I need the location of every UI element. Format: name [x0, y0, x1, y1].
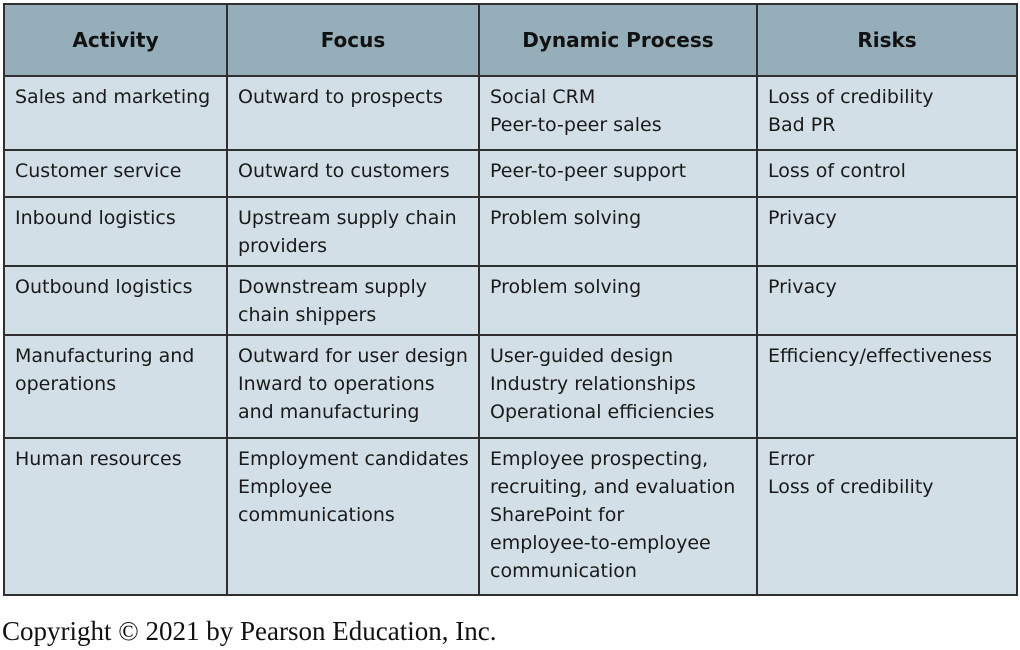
process-cell: Employee prospecting, recruiting, and eva…: [478, 437, 758, 596]
cell-text-line: Employee: [238, 476, 333, 498]
risks-cell: Loss of credibility Bad PR: [756, 75, 1018, 151]
header-dynamic-process: Dynamic Process: [478, 3, 758, 77]
focus-cell: Outward to prospects: [226, 75, 480, 151]
cell-text-line: Inbound logistics: [15, 207, 176, 229]
cell-text-line: Loss of control: [768, 160, 906, 182]
risks-cell: Loss of control: [756, 149, 1018, 198]
table-row: Customer service Outward to customers Peer…: [3, 149, 1018, 198]
cell-text-line: and manufacturing: [238, 401, 420, 423]
activity-cell: Manufacturing and operations: [3, 334, 228, 439]
table-container: Activity Focus Dynamic Process Risks Sal…: [3, 3, 1018, 596]
copyright-notice: Copyright © 2021 by Pearson Education, I…: [2, 616, 497, 646]
cell-text-line: communication: [490, 560, 637, 582]
cell-text-line: Employment candidates: [238, 448, 469, 470]
table-row: Human resources Employment candidates Empl…: [3, 437, 1018, 596]
cell-text-line: Social CRM: [490, 86, 596, 108]
cell-text-line: communications: [238, 504, 395, 526]
cell-text-line: Privacy: [768, 207, 837, 229]
cell-text-line: Manufacturing and: [15, 345, 195, 367]
cell-text-line: Problem solving: [490, 207, 642, 229]
social-media-activities-table: Activity Focus Dynamic Process Risks Sal…: [3, 3, 1018, 596]
cell-text-line: Employee prospecting,: [490, 448, 709, 470]
table-row: Inbound logistics Upstream supply chain pr…: [3, 196, 1018, 267]
process-cell: Peer-to-peer support: [478, 149, 758, 198]
risks-cell: Privacy: [756, 265, 1018, 336]
cell-text-line: Outward to customers: [238, 160, 450, 182]
cell-text-line: employee-to-employee: [490, 532, 711, 554]
focus-cell: Employment candidates Employee communicati…: [226, 437, 480, 596]
process-cell: Social CRM Peer-to-peer sales: [478, 75, 758, 151]
cell-text-line: chain shippers: [238, 304, 377, 326]
header-row: Activity Focus Dynamic Process Risks: [3, 3, 1018, 77]
risks-cell: Efficiency/effectiveness: [756, 334, 1018, 439]
header-focus: Focus: [226, 3, 480, 77]
focus-cell: Upstream supply chain providers: [226, 196, 480, 267]
cell-text-line: Human resources: [15, 448, 182, 470]
cell-text-line: Operational efficiencies: [490, 401, 715, 423]
cell-text-line: Industry relationships: [490, 373, 696, 395]
risks-cell: Error Loss of credibility: [756, 437, 1018, 596]
cell-text-line: Inward to operations: [238, 373, 435, 395]
process-cell: Problem solving: [478, 196, 758, 267]
cell-text-line: providers: [238, 235, 328, 257]
cell-text-line: recruiting, and evaluation: [490, 476, 736, 498]
cell-text-line: Outward to prospects: [238, 86, 443, 108]
activity-cell: Outbound logistics: [3, 265, 228, 336]
header-risks: Risks: [756, 3, 1018, 77]
activity-cell: Inbound logistics: [3, 196, 228, 267]
cell-text-line: Sales and marketing: [15, 86, 211, 108]
table-row: Manufacturing and operations Outward for u…: [3, 334, 1018, 439]
cell-text-line: Efficiency/effectiveness: [768, 345, 993, 367]
cell-text-line: Peer-to-peer support: [490, 160, 687, 182]
cell-text-line: Problem solving: [490, 276, 642, 298]
cell-text-line: SharePoint for: [490, 504, 625, 526]
focus-cell: Outward for user design Inward to operati…: [226, 334, 480, 439]
cell-text-line: Upstream supply chain: [238, 207, 457, 229]
activity-cell: Human resources: [3, 437, 228, 596]
cell-text-line: Peer-to-peer sales: [490, 114, 662, 136]
cell-text-line: Customer service: [15, 160, 182, 182]
process-cell: Problem solving: [478, 265, 758, 336]
cell-text-line: User-guided design: [490, 345, 674, 367]
cell-text-line: Outward for user design: [238, 345, 468, 367]
cell-text-line: Loss of credibility: [768, 476, 934, 498]
focus-cell: Outward to customers: [226, 149, 480, 198]
activity-cell: Customer service: [3, 149, 228, 198]
cell-text-line: Loss of credibility: [768, 86, 934, 108]
header-activity: Activity: [3, 3, 228, 77]
process-cell: User-guided design Industry relationships…: [478, 334, 758, 439]
risks-cell: Privacy: [756, 196, 1018, 267]
table-row: Sales and marketing Outward to prospects S…: [3, 75, 1018, 151]
cell-text-line: Privacy: [768, 276, 837, 298]
activity-cell: Sales and marketing: [3, 75, 228, 151]
cell-text-line: Bad PR: [768, 114, 836, 136]
focus-cell: Downstream supply chain shippers: [226, 265, 480, 336]
table-row: Outbound logistics Downstream supply chain…: [3, 265, 1018, 336]
cell-text-line: Outbound logistics: [15, 276, 193, 298]
cell-text-line: Downstream supply: [238, 276, 428, 298]
cell-text-line: operations: [15, 373, 117, 395]
cell-text-line: Error: [768, 448, 815, 470]
